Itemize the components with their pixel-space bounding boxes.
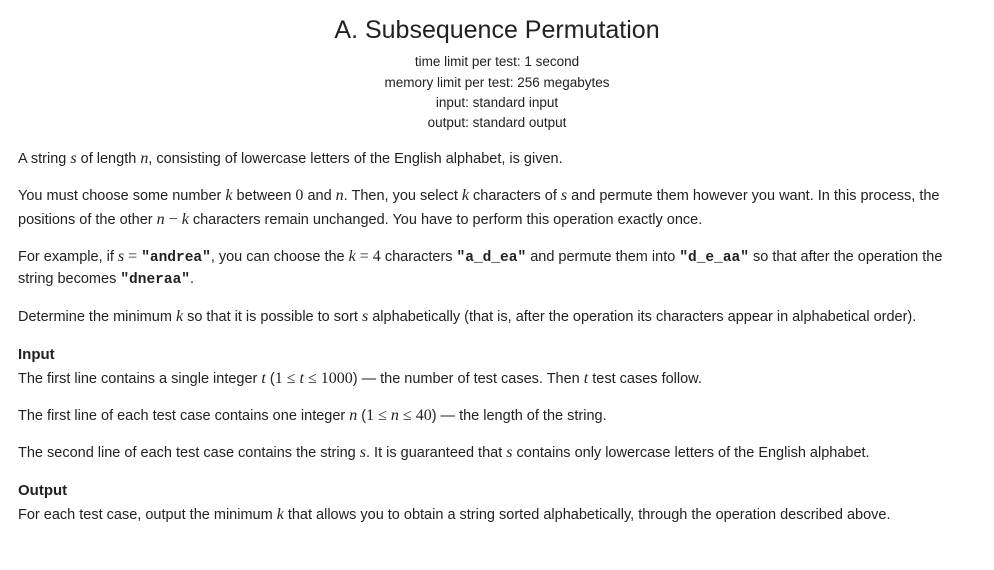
var-n: n (391, 407, 399, 424)
text: A string (18, 151, 70, 167)
text: between (233, 188, 296, 204)
output-paragraph: For each test case, output the minimum k… (18, 503, 976, 526)
text: characters remain unchanged. You have to… (189, 212, 702, 228)
var-n: n (157, 211, 165, 228)
text: that allows you to obtain a string sorte… (284, 507, 891, 523)
var-k: k (225, 187, 232, 204)
text: You must choose some number (18, 188, 225, 204)
num-one: 1 (275, 370, 283, 387)
text: ) — the number of test cases. Then (353, 371, 584, 387)
input-paragraph: The first line contains a single integer… (18, 367, 976, 390)
var-k: k (176, 308, 183, 325)
text: For example, if (18, 249, 118, 265)
num-forty: 40 (416, 407, 432, 424)
memory-limit: memory limit per test: 256 megabytes (18, 73, 976, 93)
var-n: n (336, 187, 344, 204)
text: For each test case, output the minimum (18, 507, 277, 523)
equals: = (124, 248, 141, 265)
num-four: 4 (373, 248, 381, 265)
text: The first line contains a single integer (18, 371, 261, 387)
text: . (190, 271, 194, 287)
text: contains only lowercase letters of the E… (513, 445, 870, 461)
le: ≤ (304, 370, 321, 387)
problem-statement: A. Subsequence Permutation time limit pe… (0, 0, 994, 526)
output-heading: Output (18, 480, 976, 502)
text: , you can choose the (211, 249, 349, 265)
text: and (303, 188, 335, 204)
le: ≤ (283, 370, 300, 387)
problem-title: A. Subsequence Permutation (18, 12, 976, 48)
input-paragraph: The second line of each test case contai… (18, 441, 976, 464)
text: and permute them into (526, 249, 679, 265)
le: ≤ (399, 407, 416, 424)
statement-paragraph: Determine the minimum k so that it is po… (18, 305, 976, 328)
code-literal: "d_e_aa" (679, 250, 749, 266)
text: . It is guaranteed that (366, 445, 506, 461)
num-one: 1 (366, 407, 374, 424)
statement-paragraph: A string s of length n, consisting of lo… (18, 147, 976, 170)
statement-paragraph: For example, if s = "andrea", you can ch… (18, 245, 976, 291)
input-heading: Input (18, 344, 976, 366)
text: . Then, you select (344, 188, 462, 204)
code-literal: "a_d_ea" (457, 250, 527, 266)
le: ≤ (374, 407, 391, 424)
text: characters of (469, 188, 561, 204)
text: so that it is possible to sort (183, 309, 362, 325)
text: The first line of each test case contain… (18, 408, 349, 424)
statement-paragraph: You must choose some number k between 0 … (18, 184, 976, 230)
text: ( (266, 371, 275, 387)
code-literal: "dneraa" (120, 272, 190, 288)
text: , consisting of lowercase letters of the… (148, 151, 562, 167)
equals: = (356, 248, 373, 265)
var-k: k (349, 248, 356, 265)
text: characters (381, 249, 457, 265)
text: The second line of each test case contai… (18, 445, 360, 461)
minus: − (165, 211, 182, 228)
input-spec: input: standard input (18, 93, 976, 113)
text: ( (357, 408, 366, 424)
time-limit: time limit per test: 1 second (18, 52, 976, 72)
text: alphabetically (that is, after the opera… (368, 309, 916, 325)
input-paragraph: The first line of each test case contain… (18, 404, 976, 427)
text: of length (77, 151, 141, 167)
text: Determine the minimum (18, 309, 176, 325)
code-literal: "andrea" (141, 250, 211, 266)
var-k: k (277, 506, 284, 523)
var-k: k (462, 187, 469, 204)
text: ) — the length of the string. (432, 408, 607, 424)
text: test cases follow. (588, 371, 702, 387)
var-k: k (182, 211, 189, 228)
output-spec: output: standard output (18, 113, 976, 133)
num-thousand: 1000 (321, 370, 353, 387)
